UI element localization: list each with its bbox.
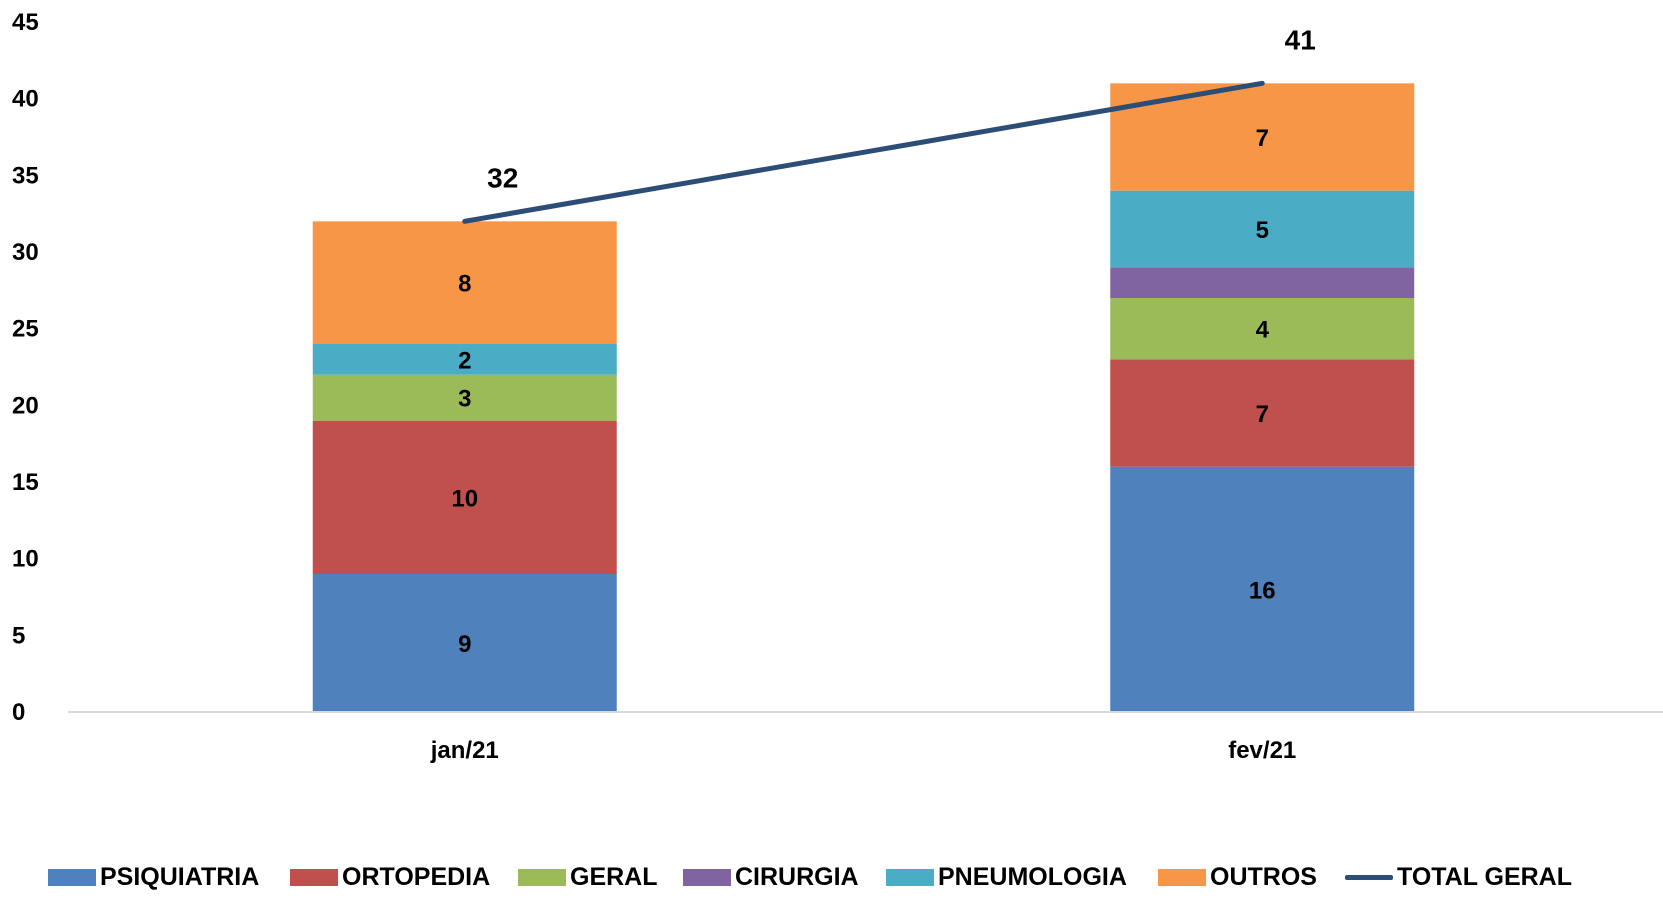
data-label: 5 (1256, 217, 1269, 244)
legend-line-swatch (1345, 874, 1393, 880)
y-axis: 0 5 10 15 20 25 30 35 40 45 (12, 9, 39, 726)
legend-label: TOTAL GERAL (1397, 862, 1572, 891)
legend-swatch (290, 868, 338, 886)
bar-segment-geral (1110, 298, 1415, 360)
legend-item-psiquiatria: PSIQUIATRIA (48, 862, 259, 892)
data-label: 8 (458, 271, 471, 298)
x-tick-label: fev/21 (1228, 737, 1296, 764)
y-tick-label: 20 (12, 392, 39, 419)
bar-segment-psiquiatria (1110, 466, 1415, 712)
x-tick-label: jan/21 (430, 737, 499, 764)
legend-label: CIRURGIA (735, 862, 859, 891)
data-label: 7 (1256, 401, 1269, 428)
bar-segment-pneumologia (1110, 190, 1415, 268)
data-label: 2 (458, 347, 471, 374)
bar-segment-ortopedia (1110, 359, 1415, 467)
legend-swatch (518, 868, 566, 886)
legend-swatch (1158, 868, 1206, 886)
x-axis: jan/21 fev/21 (430, 737, 1297, 764)
legend-label: OUTROS (1210, 862, 1317, 891)
legend-swatch (683, 868, 731, 886)
bar-segment-cirurgia (1110, 267, 1415, 298)
total-label: 32 (487, 162, 518, 193)
total-geral-line (462, 80, 1265, 224)
data-label: 9 (458, 631, 471, 658)
y-tick-label: 40 (12, 86, 39, 113)
legend-item-total-geral: TOTAL GERAL (1345, 862, 1572, 892)
legend-label: ORTOPEDIA (342, 862, 491, 891)
y-tick-label: 35 (12, 162, 39, 189)
y-tick-label: 30 (12, 239, 39, 266)
y-tick-label: 5 (12, 622, 25, 649)
bar-segment-ortopedia (312, 420, 617, 574)
y-tick-label: 25 (12, 316, 39, 343)
legend-swatch (48, 868, 96, 886)
total-label: 41 (1285, 24, 1316, 55)
bar-segment-pneumologia (312, 344, 617, 375)
y-tick-label: 0 (12, 699, 25, 726)
y-tick-label: 10 (12, 546, 39, 573)
legend-item-ortopedia: ORTOPEDIA (290, 862, 490, 892)
bar-segment-geral (312, 374, 617, 421)
bar-segment-psiquiatria (312, 574, 617, 712)
y-tick-label: 15 (12, 469, 39, 496)
bar-segment-outros (312, 221, 617, 344)
legend-label: PSIQUIATRIA (100, 862, 260, 891)
legend-label: PNEUMOLOGIA (938, 862, 1127, 891)
legend-item-geral: GERAL (518, 862, 658, 892)
data-label: 10 (451, 485, 478, 512)
data-label: 16 (1249, 577, 1276, 604)
data-label: 3 (458, 386, 471, 413)
legend-swatch (886, 868, 934, 886)
total-line: 32 41 (462, 24, 1316, 224)
legend: PSIQUIATRIA ORTOPEDIA GERAL CIRURGIA PNEUMOL… (0, 862, 1663, 892)
data-label: 4 (1256, 317, 1270, 344)
legend-item-cirurgia: CIRURGIA (683, 862, 859, 892)
y-tick-label: 45 (12, 9, 39, 36)
legend-item-outros: OUTROS (1158, 862, 1317, 892)
legend-item-pneumologia: PNEUMOLOGIA (886, 862, 1127, 892)
legend-label: GERAL (570, 862, 658, 891)
data-label: 7 (1256, 125, 1269, 152)
